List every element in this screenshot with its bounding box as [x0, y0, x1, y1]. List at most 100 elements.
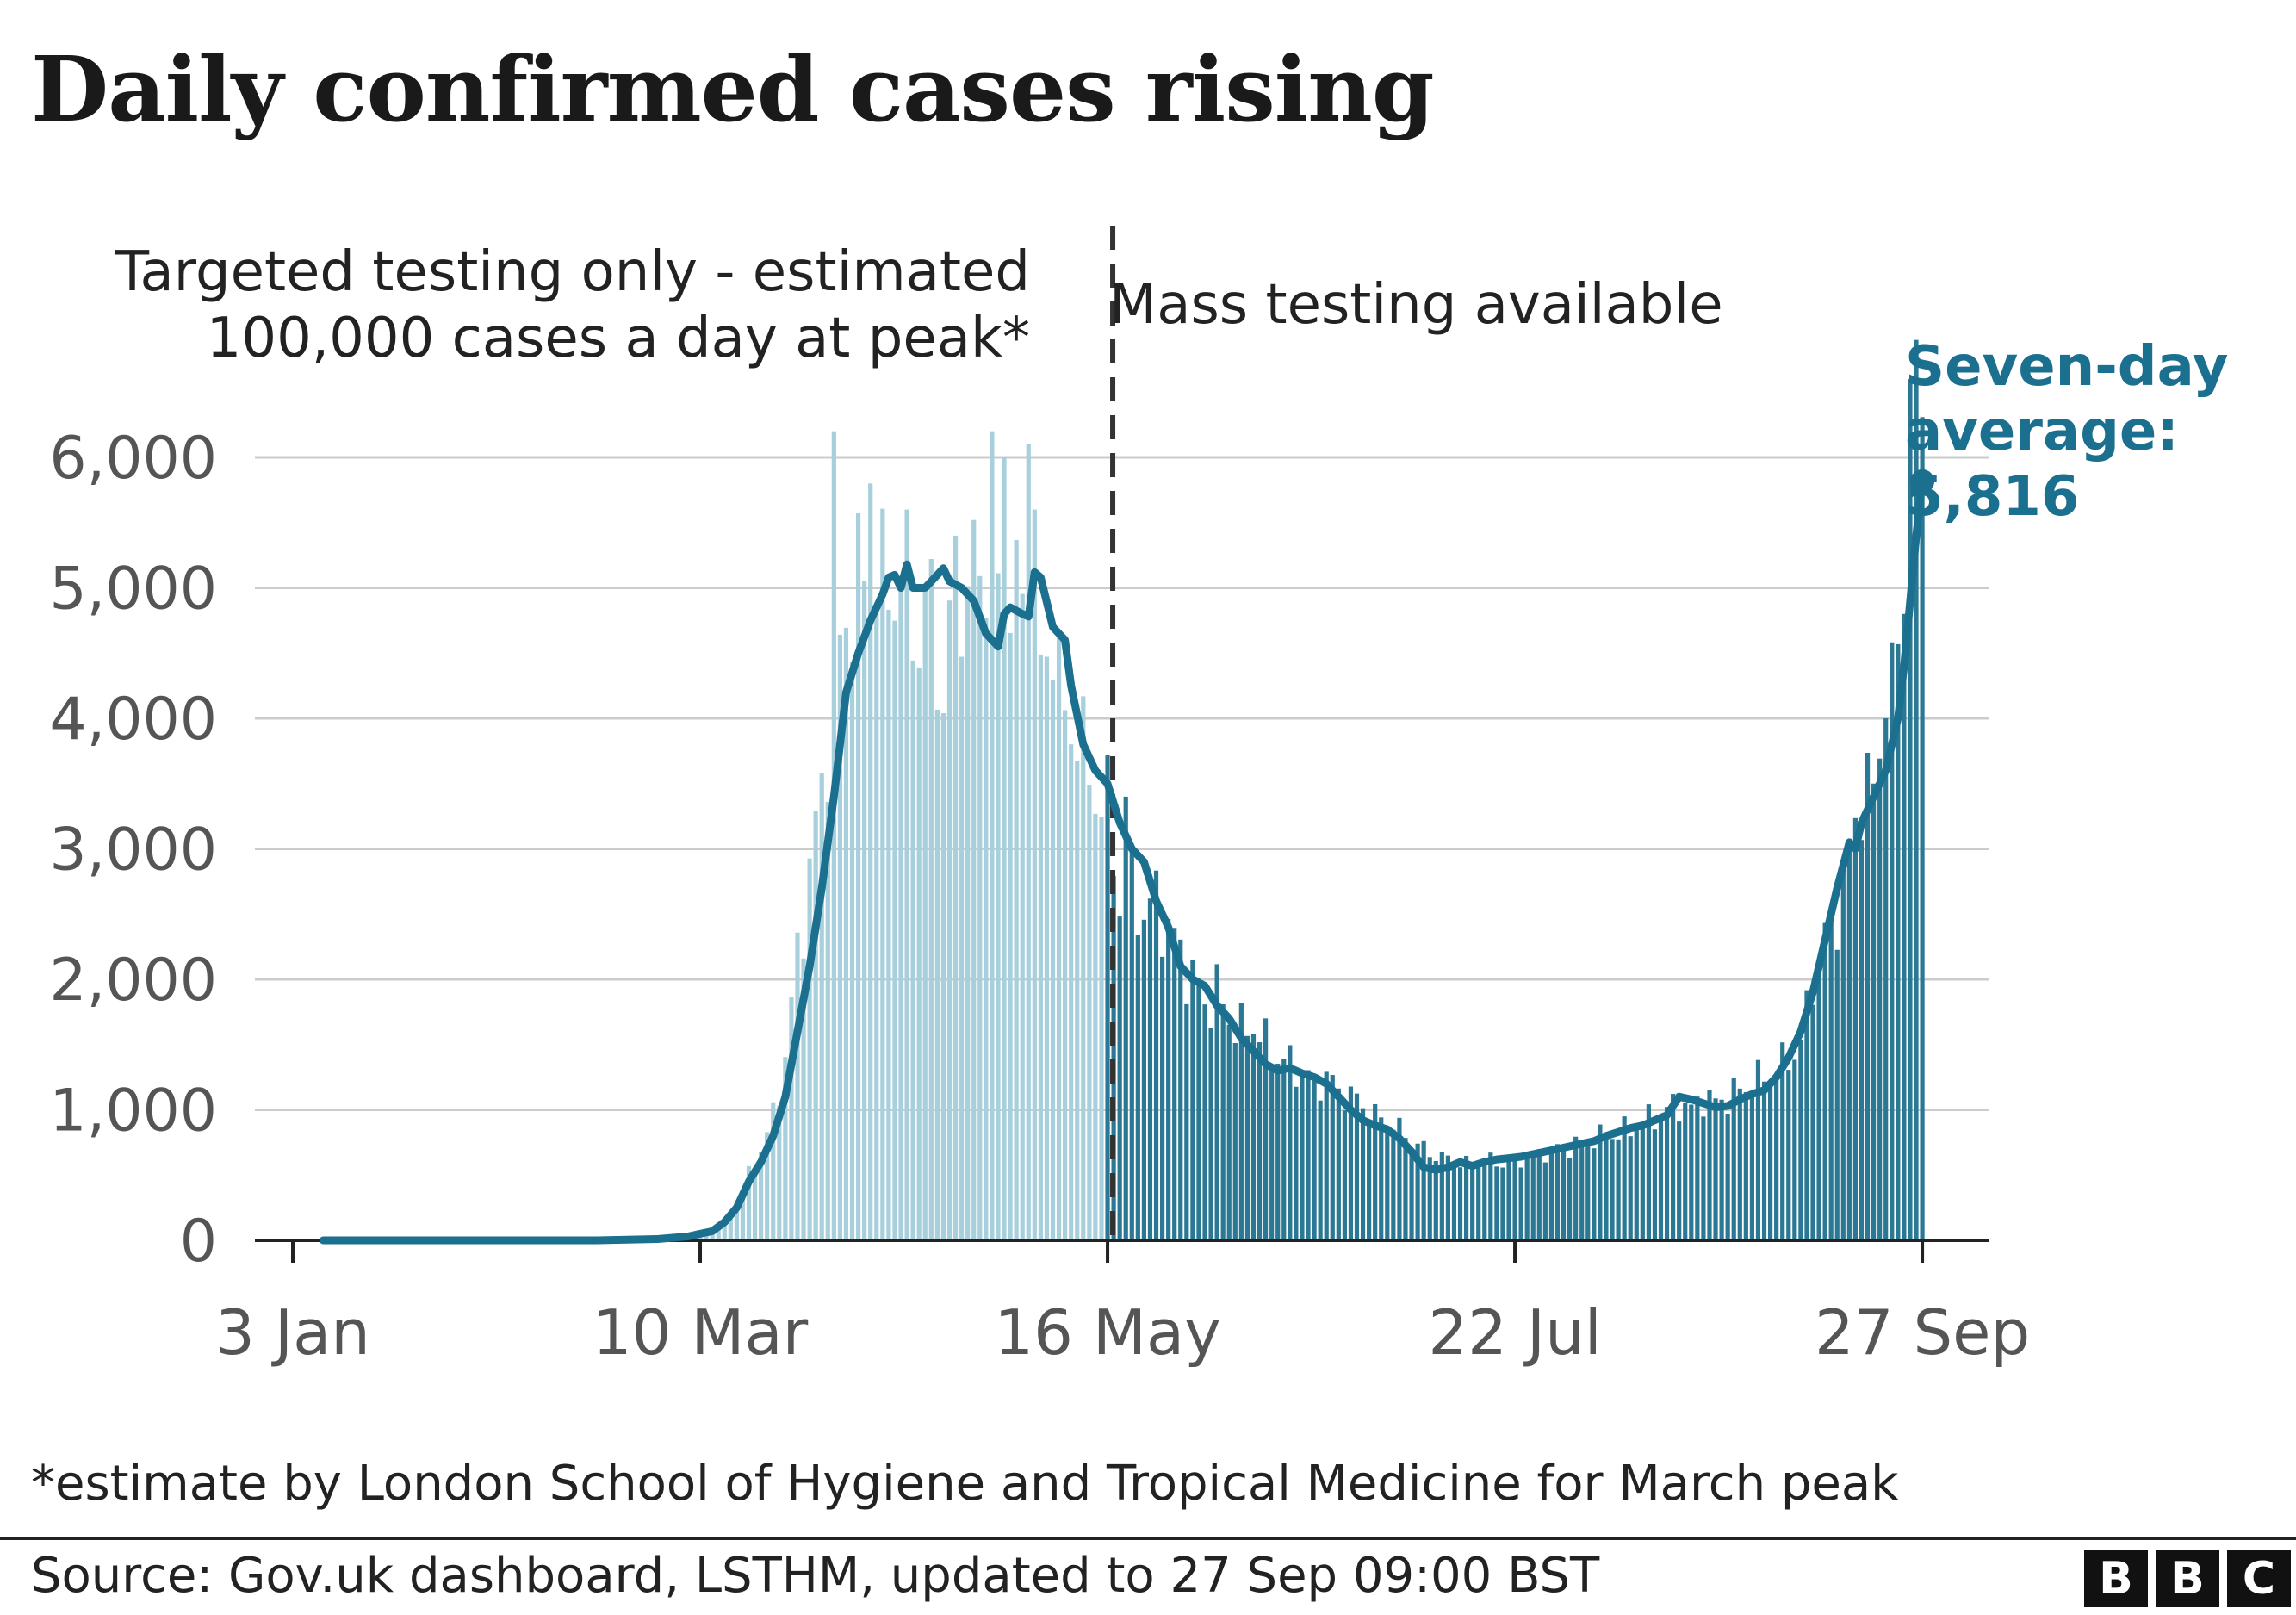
daily-case-bar [1117, 916, 1122, 1240]
y-tick-label: 5,000 [49, 556, 217, 624]
daily-case-bar [1585, 1143, 1591, 1240]
daily-case-bar [1172, 928, 1177, 1240]
daily-case-bar [990, 431, 995, 1240]
daily-case-bar [1470, 1162, 1475, 1240]
daily-case-bar [1014, 539, 1019, 1240]
daily-case-bar [1725, 1114, 1730, 1240]
daily-case-bar [1780, 1042, 1785, 1240]
daily-case-bar [1147, 898, 1153, 1240]
daily-case-bar [1360, 1108, 1366, 1240]
x-tick-label: 16 May [994, 1296, 1220, 1369]
daily-case-bar [1677, 1121, 1682, 1240]
daily-case-bar [1275, 1064, 1281, 1240]
daily-case-bar [831, 431, 836, 1240]
daily-case-bar [1111, 876, 1116, 1240]
daily-case-bar [892, 620, 897, 1240]
daily-case-bar [1786, 1070, 1791, 1240]
daily-case-bar [1038, 654, 1043, 1240]
daily-case-bar [1506, 1161, 1511, 1240]
y-tick-label: 3,000 [49, 817, 217, 885]
daily-case-bar [1792, 1059, 1797, 1240]
daily-case-bar [1755, 1059, 1761, 1240]
y-tick-label: 2,000 [49, 947, 217, 1015]
daily-case-bar [898, 581, 903, 1240]
daily-case-bar [1616, 1139, 1621, 1240]
daily-case-bar [1804, 990, 1809, 1240]
daily-case-bar [1646, 1104, 1651, 1240]
daily-case-bar [1020, 593, 1025, 1240]
seven-day-average-endpoint [1910, 469, 1935, 494]
daily-case-bar [1288, 1045, 1293, 1240]
daily-case-bar [819, 773, 824, 1240]
daily-case-bar [752, 1168, 758, 1240]
daily-case-bar [928, 558, 934, 1240]
daily-case-bar [1567, 1158, 1573, 1240]
daily-case-bar [1451, 1168, 1457, 1240]
daily-case-bar [740, 1190, 746, 1240]
daily-case-bar [1500, 1167, 1505, 1240]
daily-case-bar [771, 1102, 776, 1240]
daily-case-bar [934, 709, 940, 1240]
daily-case-bar [759, 1151, 764, 1240]
daily-case-bar [1379, 1117, 1384, 1240]
x-tick-label: 27 Sep [1815, 1296, 2030, 1369]
bbc-logo-letter: C [2227, 1550, 2291, 1607]
daily-case-bar [1761, 1081, 1767, 1240]
daily-case-bar [1032, 509, 1037, 1240]
daily-case-bar [1896, 643, 1901, 1240]
daily-case-bar [1840, 869, 1846, 1240]
daily-case-bar [1050, 679, 1056, 1240]
daily-case-bar [1524, 1158, 1530, 1240]
daily-case-bar [1664, 1107, 1670, 1240]
daily-case-bar [1604, 1137, 1609, 1240]
daily-case-bar [1202, 1004, 1207, 1240]
daily-case-bar [783, 1057, 788, 1240]
daily-case-bar [1828, 911, 1834, 1240]
chart-title: Daily confirmed cases rising [31, 36, 1435, 142]
daily-case-bar [1415, 1143, 1420, 1240]
source-note: Source: Gov.uk dashboard, LSTHM, updated… [31, 1548, 1600, 1604]
daily-case-bar [1628, 1136, 1633, 1240]
daily-case-bar [813, 811, 818, 1240]
daily-case-bar [1658, 1115, 1664, 1240]
daily-case-bar [922, 589, 928, 1240]
daily-case-bar [1421, 1140, 1426, 1240]
daily-case-bar [1816, 966, 1821, 1240]
footnote: *estimate by London School of Hygiene an… [31, 1456, 1899, 1512]
daily-case-bar [1774, 1075, 1779, 1240]
daily-case-bar [734, 1202, 739, 1240]
seven-day-average-line [319, 477, 1927, 1245]
daily-case-bar [1269, 1065, 1275, 1240]
daily-case-bar [965, 586, 971, 1240]
bbc-logo-letter: B [2084, 1550, 2148, 1607]
daily-case-bar [1640, 1124, 1645, 1240]
daily-case-bar [1695, 1096, 1700, 1240]
daily-case-bar [1536, 1149, 1542, 1240]
daily-case-bar [1579, 1140, 1585, 1240]
x-axis-ticks: 3 Jan 10 Mar 16 May 22 Jul 27 Sep [215, 1240, 2030, 1369]
daily-case-bar [1731, 1078, 1736, 1240]
daily-case-bar [1683, 1103, 1688, 1240]
bbc-logo: B B C [2084, 1550, 2291, 1607]
daily-case-bar [1859, 840, 1865, 1240]
daily-case-bar [1542, 1162, 1548, 1240]
daily-case-bar [849, 662, 855, 1240]
daily-case-bar [959, 656, 965, 1240]
daily-case-bar [825, 801, 830, 1240]
daily-case-bar [868, 483, 873, 1240]
daily-case-bar [1457, 1167, 1463, 1240]
chart: 0 1,000 2,000 3,000 4,000 5,000 6,000 3 Jan 10 … [49, 226, 2229, 1369]
daily-case-bar [1713, 1098, 1718, 1240]
gridlines [255, 456, 1989, 1111]
daily-case-bar [1920, 417, 1925, 1240]
daily-case-bar [1403, 1138, 1408, 1240]
average-label-line1: Seven-day [1905, 335, 2229, 399]
daily-case-bar [716, 1227, 721, 1240]
daily-case-bar [1530, 1151, 1536, 1240]
daily-case-bar [1719, 1099, 1724, 1240]
daily-case-bar [1409, 1150, 1414, 1240]
x-tick-label: 22 Jul [1428, 1296, 1601, 1369]
daily-case-bar [837, 634, 842, 1240]
daily-case-bar [1330, 1075, 1335, 1240]
daily-case-bar [1634, 1130, 1639, 1240]
